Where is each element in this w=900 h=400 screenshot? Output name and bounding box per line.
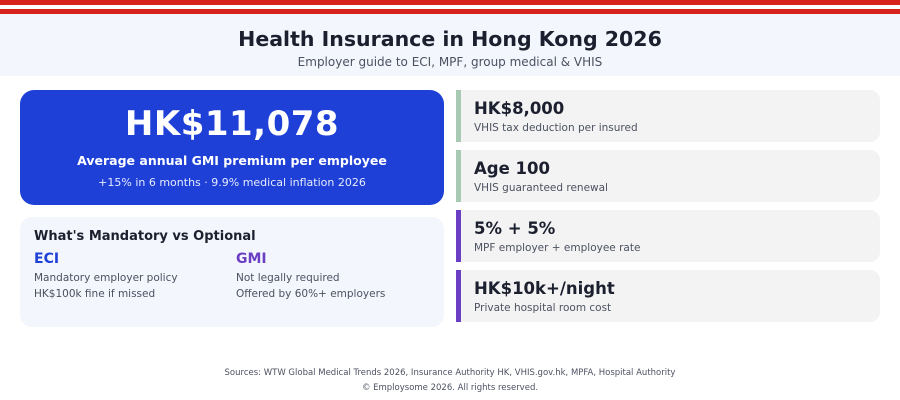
stat-label: Private hospital room cost	[474, 302, 612, 314]
column-line: Not legally required	[236, 272, 340, 284]
stat-label: MPF employer + employee rate	[474, 242, 641, 254]
top-stripe-red-lower	[0, 9, 900, 14]
stat-card-vhis-renewal: Age 100 VHIS guaranteed renewal	[456, 150, 880, 202]
stat-accent-bar	[456, 210, 461, 262]
column-heading: GMI	[236, 251, 267, 267]
stat-label: VHIS tax deduction per insured	[474, 122, 638, 134]
page-title: Health Insurance in Hong Kong 2026	[238, 27, 662, 51]
stat-card-hospital-cost: HK$10k+/night Private hospital room cost	[456, 270, 880, 322]
comparison-title: What's Mandatory vs Optional	[34, 229, 256, 244]
hero-value: HK$11,078	[124, 104, 340, 144]
column-line: Offered by 60%+ employers	[236, 288, 386, 300]
stat-accent-bar	[456, 270, 461, 322]
comparison-card: What's Mandatory vs Optional ECI Mandato…	[20, 217, 444, 327]
stat-value: HK$10k+/night	[474, 279, 615, 298]
stat-value: HK$8,000	[474, 99, 565, 118]
top-stripe-red	[0, 0, 900, 5]
stat-card-mpf-rate: 5% + 5% MPF employer + employee rate	[456, 210, 880, 262]
hero-label: Average annual GMI premium per employee	[77, 153, 387, 168]
column-line: HK$100k fine if missed	[34, 288, 156, 300]
hero-card: HK$11,078 Average annual GMI premium per…	[20, 90, 444, 205]
footer-copyright: © Employsome 2026. All rights reserved.	[361, 383, 539, 393]
stat-card-vhis-deduction: HK$8,000 VHIS tax deduction per insured	[456, 90, 880, 142]
page-subtitle: Employer guide to ECI, MPF, group medica…	[297, 55, 603, 69]
stat-value: 5% + 5%	[474, 219, 556, 238]
stat-accent-bar	[456, 90, 461, 142]
column-heading: ECI	[34, 251, 60, 267]
hero-note: +15% in 6 months · 9.9% medical inflatio…	[98, 176, 366, 189]
stat-value: Age 100	[474, 159, 550, 178]
header-banner: Health Insurance in Hong Kong 2026 Emplo…	[0, 14, 900, 76]
stat-accent-bar	[456, 150, 461, 202]
footer-sources: Sources: WTW Global Medical Trends 2026,…	[224, 368, 676, 378]
top-stripe-white	[0, 5, 900, 9]
column-line: Mandatory employer policy	[34, 272, 178, 284]
comparison-column-gmi: GMI Not legally required Offered by 60%+…	[236, 251, 436, 302]
comparison-column-eci: ECI Mandatory employer policy HK$100k fi…	[34, 251, 234, 302]
stat-label: VHIS guaranteed renewal	[474, 182, 608, 194]
